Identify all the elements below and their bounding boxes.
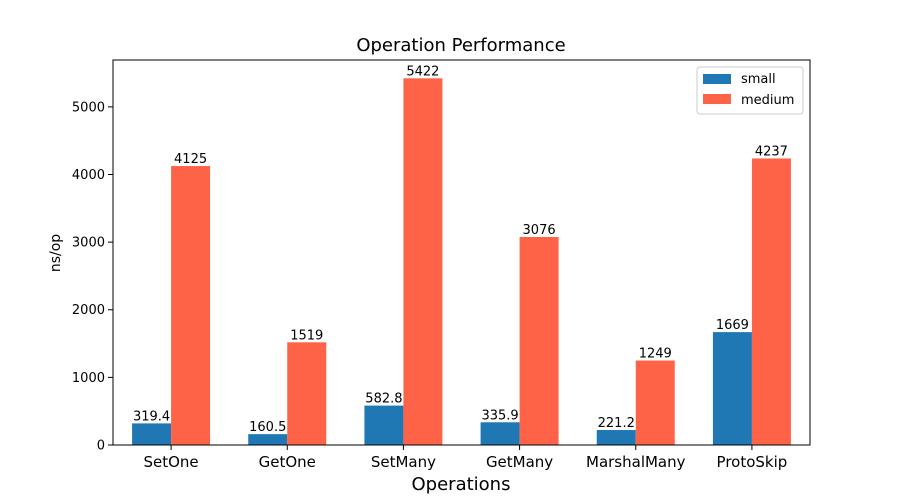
data-label-medium-GetMany: 3076 — [523, 223, 556, 238]
data-label-medium-MarshalMany: 1249 — [639, 347, 672, 362]
x-axis-label: Operations — [412, 474, 511, 495]
bar-small-MarshalMany — [596, 430, 636, 445]
bars-group — [132, 78, 791, 445]
x-axis: SetOne GetOne SetMany GetMany MarshalMany Pro… — [143, 445, 787, 471]
y-tick-label-4000: 4000 — [72, 168, 105, 183]
data-label-medium-GetOne: 1519 — [290, 328, 323, 343]
data-label-small-MarshalMany: 221.2 — [598, 416, 635, 431]
x-tick-label-SetOne: SetOne — [143, 453, 198, 471]
chart-title: Operation Performance — [356, 35, 565, 56]
x-tick-label-ProtoSkip: ProtoSkip — [717, 453, 788, 471]
legend-label-medium: medium — [741, 93, 794, 108]
y-axis-label: ns/op — [48, 234, 64, 272]
data-label-small-ProtoSkip: 1669 — [716, 318, 749, 333]
bar-medium-GetOne — [287, 342, 327, 445]
y-tick-label-1000: 1000 — [72, 371, 105, 386]
bar-medium-SetOne — [171, 166, 211, 445]
x-tick-label-GetMany: GetMany — [486, 453, 553, 471]
y-tick-label-2000: 2000 — [72, 303, 105, 318]
data-label-small-GetMany: 335.9 — [481, 408, 518, 423]
legend: small medium — [696, 66, 804, 115]
bar-medium-SetMany — [403, 78, 443, 445]
data-labels-group: 319.4 4125 160.5 1519 582.8 5422 335.9 3076 221.… — [133, 64, 788, 435]
legend-swatch-medium — [703, 94, 731, 104]
y-tick-label-0: 0 — [97, 439, 105, 454]
plot-frame — [112, 59, 811, 446]
x-tick-label-MarshalMany: MarshalMany — [586, 453, 686, 471]
data-label-small-GetOne: 160.5 — [249, 420, 286, 435]
x-tick-label-SetMany: SetMany — [371, 453, 436, 471]
bar-small-SetOne — [132, 423, 172, 445]
y-axis: 0 1000 2000 3000 4000 5000 — [72, 100, 113, 454]
bar-medium-MarshalMany — [635, 360, 675, 445]
bar-small-ProtoSkip — [712, 332, 752, 445]
y-tick-label-5000: 5000 — [72, 100, 105, 115]
bar-medium-ProtoSkip — [751, 158, 791, 445]
data-label-medium-SetMany: 5422 — [406, 64, 439, 79]
bar-small-GetOne — [248, 434, 288, 445]
data-label-medium-ProtoSkip: 4237 — [755, 144, 788, 159]
y-tick-label-3000: 3000 — [72, 236, 105, 251]
x-tick-label-GetOne: GetOne — [259, 453, 316, 471]
bar-small-SetMany — [364, 405, 404, 445]
data-label-small-SetOne: 319.4 — [133, 409, 170, 424]
legend-swatch-small — [703, 74, 731, 84]
legend-label-small: small — [741, 72, 776, 87]
data-label-medium-SetOne: 4125 — [174, 152, 207, 167]
bar-small-GetMany — [480, 422, 520, 445]
bar-medium-GetMany — [519, 236, 559, 445]
data-label-small-SetMany: 582.8 — [365, 392, 402, 407]
